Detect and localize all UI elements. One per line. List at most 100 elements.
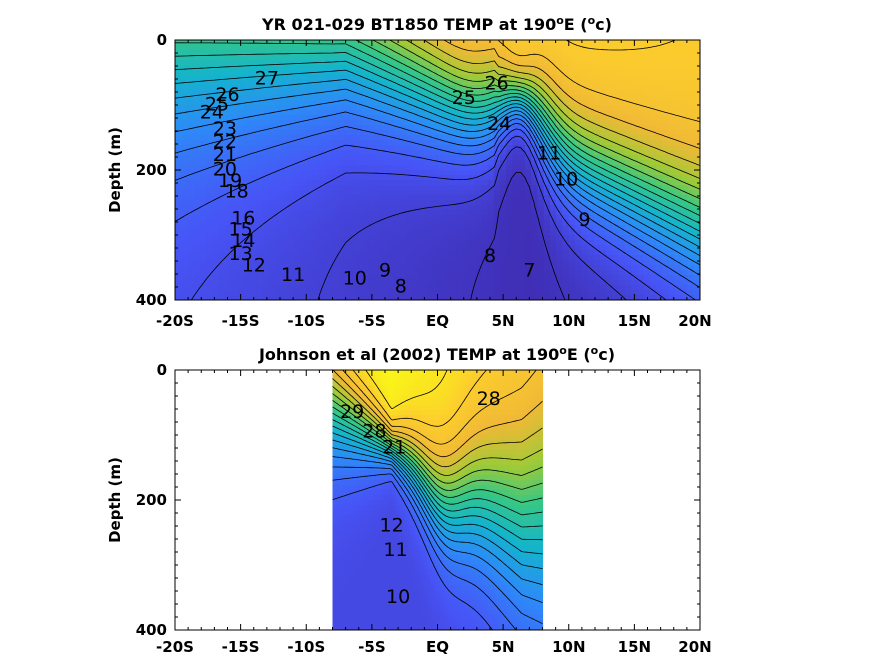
heatmap-cell: [306, 115, 314, 121]
heatmap-cell: [287, 275, 295, 281]
heatmap-cell: [487, 55, 495, 61]
heatmap-cell: [468, 115, 476, 121]
heatmap-cell: [487, 205, 495, 211]
heatmap-cell: [475, 210, 482, 216]
heatmap-cell: [337, 120, 345, 126]
heatmap-cell: [418, 125, 426, 131]
heatmap-cell: [693, 160, 700, 166]
heatmap-cell: [600, 115, 607, 121]
heatmap-cell: [581, 210, 589, 216]
heatmap-cell: [675, 265, 682, 271]
heatmap-cell: [418, 255, 426, 261]
heatmap-cell: [293, 180, 301, 186]
heatmap-cell: [268, 80, 276, 86]
heatmap-cell: [206, 205, 214, 211]
heatmap-cell: [512, 145, 520, 151]
heatmap-cell: [345, 405, 349, 411]
heatmap-cell: [387, 205, 395, 211]
heatmap-cell: [287, 125, 295, 131]
heatmap-cell: [543, 215, 551, 221]
heatmap-cell: [431, 165, 439, 171]
heatmap-cell: [350, 485, 354, 491]
heatmap-cell: [512, 135, 520, 141]
heatmap-cell: [481, 105, 489, 111]
heatmap-cell: [175, 160, 182, 166]
heatmap-cell: [662, 215, 670, 221]
heatmap-cell: [312, 180, 320, 186]
heatmap-cell: [418, 180, 426, 186]
heatmap-cell: [525, 240, 532, 246]
heatmap-cell: [643, 155, 651, 161]
heatmap-cell: [332, 590, 336, 596]
heatmap-cell: [675, 105, 682, 111]
heatmap-cell: [562, 245, 570, 251]
heatmap-cell: [337, 540, 341, 546]
heatmap-cell: [543, 100, 551, 106]
heatmap-cell: [362, 90, 370, 96]
heatmap-cell: [281, 170, 289, 176]
heatmap-cell: [343, 180, 351, 186]
heatmap-cell: [693, 275, 700, 281]
heatmap-cell: [250, 280, 257, 286]
heatmap-cell: [456, 260, 464, 266]
heatmap-cell: [500, 125, 507, 131]
heatmap-cell: [575, 140, 582, 146]
heatmap-cell: [262, 70, 270, 76]
heatmap-cell: [681, 155, 689, 161]
heatmap-cell: [537, 165, 545, 171]
heatmap-cell: [475, 180, 482, 186]
heatmap-cell: [631, 110, 639, 116]
heatmap-cell: [612, 180, 620, 186]
heatmap-cell: [268, 235, 276, 241]
heatmap-cell: [331, 75, 339, 81]
heatmap-cell: [462, 150, 470, 156]
heatmap-cell: [631, 215, 639, 221]
heatmap-cell: [568, 80, 576, 86]
heatmap-cell: [342, 525, 346, 531]
heatmap-cell: [431, 105, 439, 111]
heatmap-cell: [362, 265, 370, 271]
heatmap-cell: [200, 85, 207, 91]
heatmap-cell: [437, 295, 445, 300]
heatmap-cell: [537, 120, 545, 126]
heatmap-cell: [525, 195, 532, 201]
heatmap-cell: [243, 215, 251, 221]
heatmap-cell: [193, 70, 201, 76]
heatmap-cell: [362, 220, 370, 226]
heatmap-cell: [381, 275, 389, 281]
heatmap-cell: [262, 200, 270, 206]
heatmap-cell: [250, 265, 257, 271]
heatmap-cell: [612, 280, 620, 286]
heatmap-cell: [206, 50, 214, 56]
heatmap-cell: [687, 220, 695, 226]
heatmap-cell: [306, 160, 314, 166]
heatmap-cell: [356, 140, 364, 146]
heatmap-cell: [300, 120, 307, 126]
heatmap-cell: [568, 190, 576, 196]
heatmap-cell: [668, 150, 676, 156]
heatmap-cell: [225, 200, 232, 206]
heatmap-cell: [200, 270, 207, 276]
heatmap-cell: [332, 520, 336, 526]
contour-label: 24: [487, 113, 511, 135]
heatmap-cell: [347, 375, 351, 381]
heatmap-cell: [400, 175, 407, 181]
heatmap-cell: [562, 200, 570, 206]
heatmap-cell: [468, 55, 476, 61]
heatmap-cell: [200, 160, 207, 166]
heatmap-cell: [493, 135, 501, 141]
heatmap-cell: [393, 100, 401, 106]
heatmap-cell: [662, 255, 670, 261]
heatmap-cell: [350, 180, 357, 186]
heatmap-cell: [275, 275, 282, 281]
heatmap-cell: [400, 205, 407, 211]
heatmap-cell: [550, 60, 557, 66]
heatmap-cell: [650, 160, 657, 166]
heatmap-cell: [331, 130, 339, 136]
heatmap-cell: [656, 170, 664, 176]
heatmap-cell: [631, 55, 639, 61]
heatmap-cell: [243, 185, 251, 191]
heatmap-cell: [206, 85, 214, 91]
heatmap-cell: [181, 50, 189, 56]
heatmap-cell: [400, 100, 407, 106]
